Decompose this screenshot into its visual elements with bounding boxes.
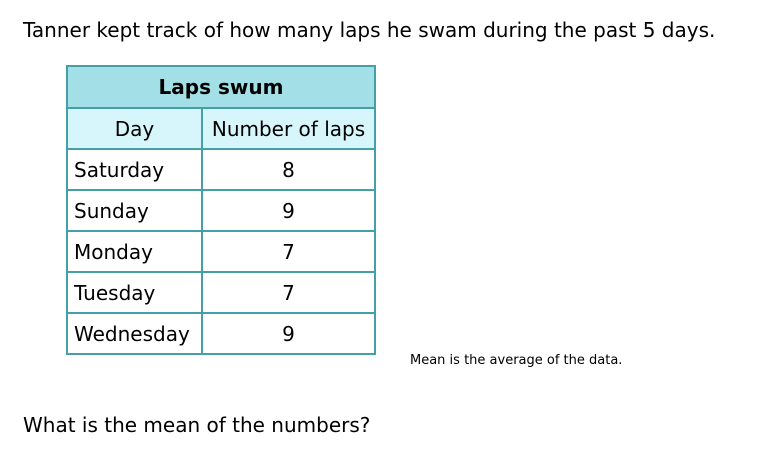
- column-header-laps: Number of laps: [201, 107, 376, 150]
- table-row: Monday 7: [66, 230, 376, 273]
- day-cell: Monday: [66, 230, 203, 273]
- day-cell: Tuesday: [66, 271, 203, 314]
- table-row: Saturday 8: [66, 148, 376, 191]
- laps-table-container: Laps swum Day Number of laps Saturday 8 …: [66, 65, 376, 355]
- column-header-day: Day: [66, 107, 203, 150]
- laps-cell: 7: [201, 230, 376, 273]
- day-cell: Wednesday: [66, 312, 203, 355]
- table-row: Tuesday 7: [66, 271, 376, 314]
- problem-statement: Tanner kept track of how many laps he sw…: [23, 18, 716, 42]
- table-row: Wednesday 9: [66, 312, 376, 355]
- laps-cell: 9: [201, 189, 376, 232]
- table-title: Laps swum: [66, 65, 376, 109]
- table-header-row: Day Number of laps: [66, 107, 376, 150]
- laps-cell: 7: [201, 271, 376, 314]
- laps-table: Laps swum Day Number of laps Saturday 8 …: [66, 65, 376, 355]
- laps-cell: 9: [201, 312, 376, 355]
- table-title-row: Laps swum: [66, 65, 376, 109]
- day-cell: Sunday: [66, 189, 203, 232]
- laps-cell: 8: [201, 148, 376, 191]
- mean-hint-note: Mean is the average of the data.: [410, 353, 623, 368]
- day-cell: Saturday: [66, 148, 203, 191]
- table-row: Sunday 9: [66, 189, 376, 232]
- question-text: What is the mean of the numbers?: [23, 413, 371, 437]
